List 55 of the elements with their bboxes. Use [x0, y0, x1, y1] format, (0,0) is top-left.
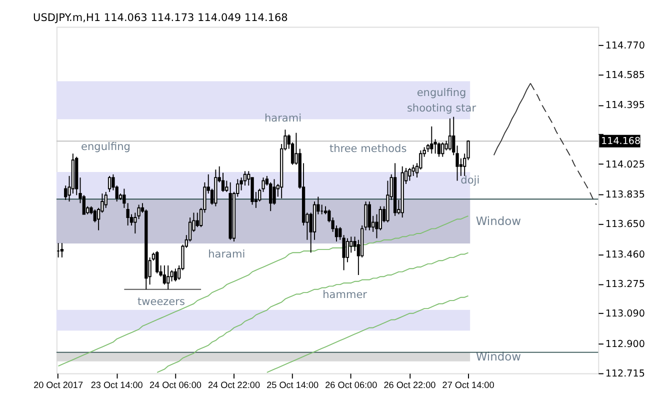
- candlestick: [196, 212, 199, 228]
- candlestick: [378, 206, 382, 231]
- y-tick-label: 113.460: [605, 250, 645, 261]
- x-tick-label: 26 Oct 06:00: [325, 380, 378, 390]
- x-tick-label: 24 Oct 06:00: [149, 380, 202, 390]
- annotation: shooting star: [406, 102, 477, 115]
- candlestick: [225, 180, 228, 192]
- candlestick: [60, 242, 64, 258]
- candlestick: [368, 201, 371, 231]
- annotation: harami: [208, 248, 246, 260]
- candlestick: [174, 268, 178, 282]
- x-tick-label: 27 Oct 14:00: [442, 380, 494, 390]
- candlestick: [82, 194, 86, 215]
- candlestick: [162, 264, 166, 286]
- annotation: harami: [264, 112, 302, 124]
- candlestick: [430, 126, 434, 154]
- band-label: Window: [476, 214, 522, 228]
- annotation: tweezers: [137, 296, 185, 308]
- candlestick: [441, 142, 444, 158]
- candlestick: [243, 170, 247, 186]
- candlestick: [408, 167, 412, 182]
- annotation: hammer: [322, 288, 368, 301]
- candlestick: [64, 185, 68, 200]
- candlestick: [272, 178, 276, 206]
- x-tick-label: 23 Oct 14:00: [90, 380, 143, 390]
- candlestick: [448, 118, 452, 151]
- y-tick-label: 113.090: [605, 308, 645, 320]
- y-tick-label: 113.275: [605, 279, 645, 290]
- candlestick: [108, 175, 112, 192]
- chart-title: USDJPY.m,H1 114.063 114.173 114.049 114.168: [33, 12, 288, 24]
- y-tick-label: 113.650: [605, 219, 645, 230]
- candlestick: [166, 264, 170, 290]
- band-label: Window: [476, 350, 522, 364]
- line-series: [58, 215, 469, 367]
- y-tick-label: 114.025: [605, 159, 645, 170]
- candlestick: [346, 238, 350, 263]
- y-tick-label: 112.900: [605, 339, 645, 350]
- y-tick-label: 114.585: [605, 70, 645, 81]
- y-tick-label: 113.835: [605, 190, 645, 201]
- x-tick-label: 24 Oct 22:00: [208, 380, 260, 390]
- x-tick-label: 20 Oct 2017: [34, 380, 84, 390]
- annotation: engulfing: [416, 87, 466, 100]
- y-tick-label: 114.770: [605, 40, 645, 52]
- x-tick-label: 26 Oct 22:00: [384, 380, 436, 390]
- annotation: engulfing: [81, 141, 130, 154]
- candlestick: [156, 250, 159, 274]
- annotation: doji: [460, 174, 480, 187]
- candlestick: [104, 191, 108, 208]
- x-tick-label: 25 Oct 14:00: [266, 380, 319, 390]
- annotation: three methods: [329, 143, 407, 156]
- y-tick-label: 112.715: [605, 368, 645, 380]
- y-tick-label: 114.395: [605, 100, 645, 112]
- ref-line-label: 114.168: [601, 136, 641, 148]
- candlestick: [412, 164, 415, 176]
- candlestick: [437, 142, 441, 158]
